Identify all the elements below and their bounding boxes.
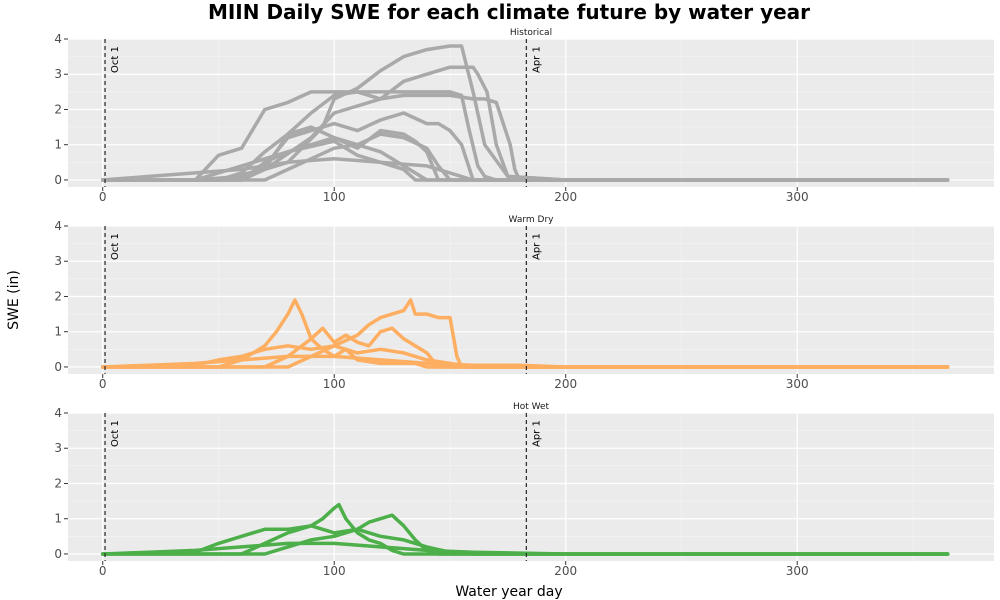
x-tick-label: 300	[786, 377, 809, 391]
y-tick-label: 0	[54, 173, 62, 187]
y-tick-label: 4	[54, 32, 62, 46]
x-tick-label: 100	[323, 190, 346, 204]
reference-line-label: Oct 1	[110, 233, 121, 260]
x-tick-label: 200	[554, 564, 577, 578]
reference-line-label: Apr 1	[531, 233, 542, 260]
y-tick-label: 1	[54, 138, 62, 152]
x-axis-label: Water year day	[455, 584, 562, 600]
reference-line-label: Apr 1	[531, 46, 542, 73]
x-tick-label: 300	[786, 564, 809, 578]
panel-hot-wet: Hot Wet Oct 1 Apr 1 0 1 2 3 4 0 100 200 300	[54, 402, 994, 578]
x-tick-label: 0	[99, 190, 107, 204]
series-line	[100, 354, 950, 369]
y-tick-label: 2	[54, 102, 62, 116]
panel-label: Warm Dry	[509, 215, 555, 225]
y-tick-label: 2	[54, 289, 62, 303]
x-tick-label: 0	[99, 377, 107, 391]
y-tick-label: 4	[54, 219, 62, 233]
x-tick-label: 200	[554, 190, 577, 204]
panel-label: Hot Wet	[513, 402, 550, 412]
x-tick-label: 300	[786, 190, 809, 204]
panel-label: Historical	[510, 28, 552, 38]
panel-historical: Historical Oct 1 Apr 1 0 1 2 3 4 0 100 200 300	[54, 28, 994, 204]
series-line	[100, 157, 950, 182]
y-tick-label: 4	[54, 406, 62, 420]
panel-warm-dry: Warm Dry Oct 1 Apr 1 0 1 2 3 4 0 100 200 300	[54, 215, 994, 391]
x-tick-label: 100	[323, 564, 346, 578]
y-tick-label: 3	[54, 67, 62, 81]
x-tick-label: 200	[554, 377, 577, 391]
y-tick-label: 0	[54, 360, 62, 374]
reference-line-label: Oct 1	[110, 420, 121, 447]
series-line	[100, 541, 950, 556]
y-tick-label: 0	[54, 547, 62, 561]
chart-title: MIIN Daily SWE for each climate future b…	[208, 0, 810, 24]
y-tick-label: 3	[54, 254, 62, 268]
x-tick-label: 100	[323, 377, 346, 391]
y-tick-label: 3	[54, 441, 62, 455]
series-line	[100, 111, 950, 182]
x-tick-label: 0	[99, 564, 107, 578]
series-line	[100, 125, 950, 182]
y-tick-label: 1	[54, 512, 62, 526]
y-axis-label: SWE (in)	[6, 270, 22, 330]
y-tick-label: 1	[54, 325, 62, 339]
reference-line-label: Oct 1	[110, 46, 121, 73]
reference-line-label: Apr 1	[531, 420, 542, 447]
series-line	[100, 44, 950, 182]
y-tick-label: 2	[54, 476, 62, 490]
